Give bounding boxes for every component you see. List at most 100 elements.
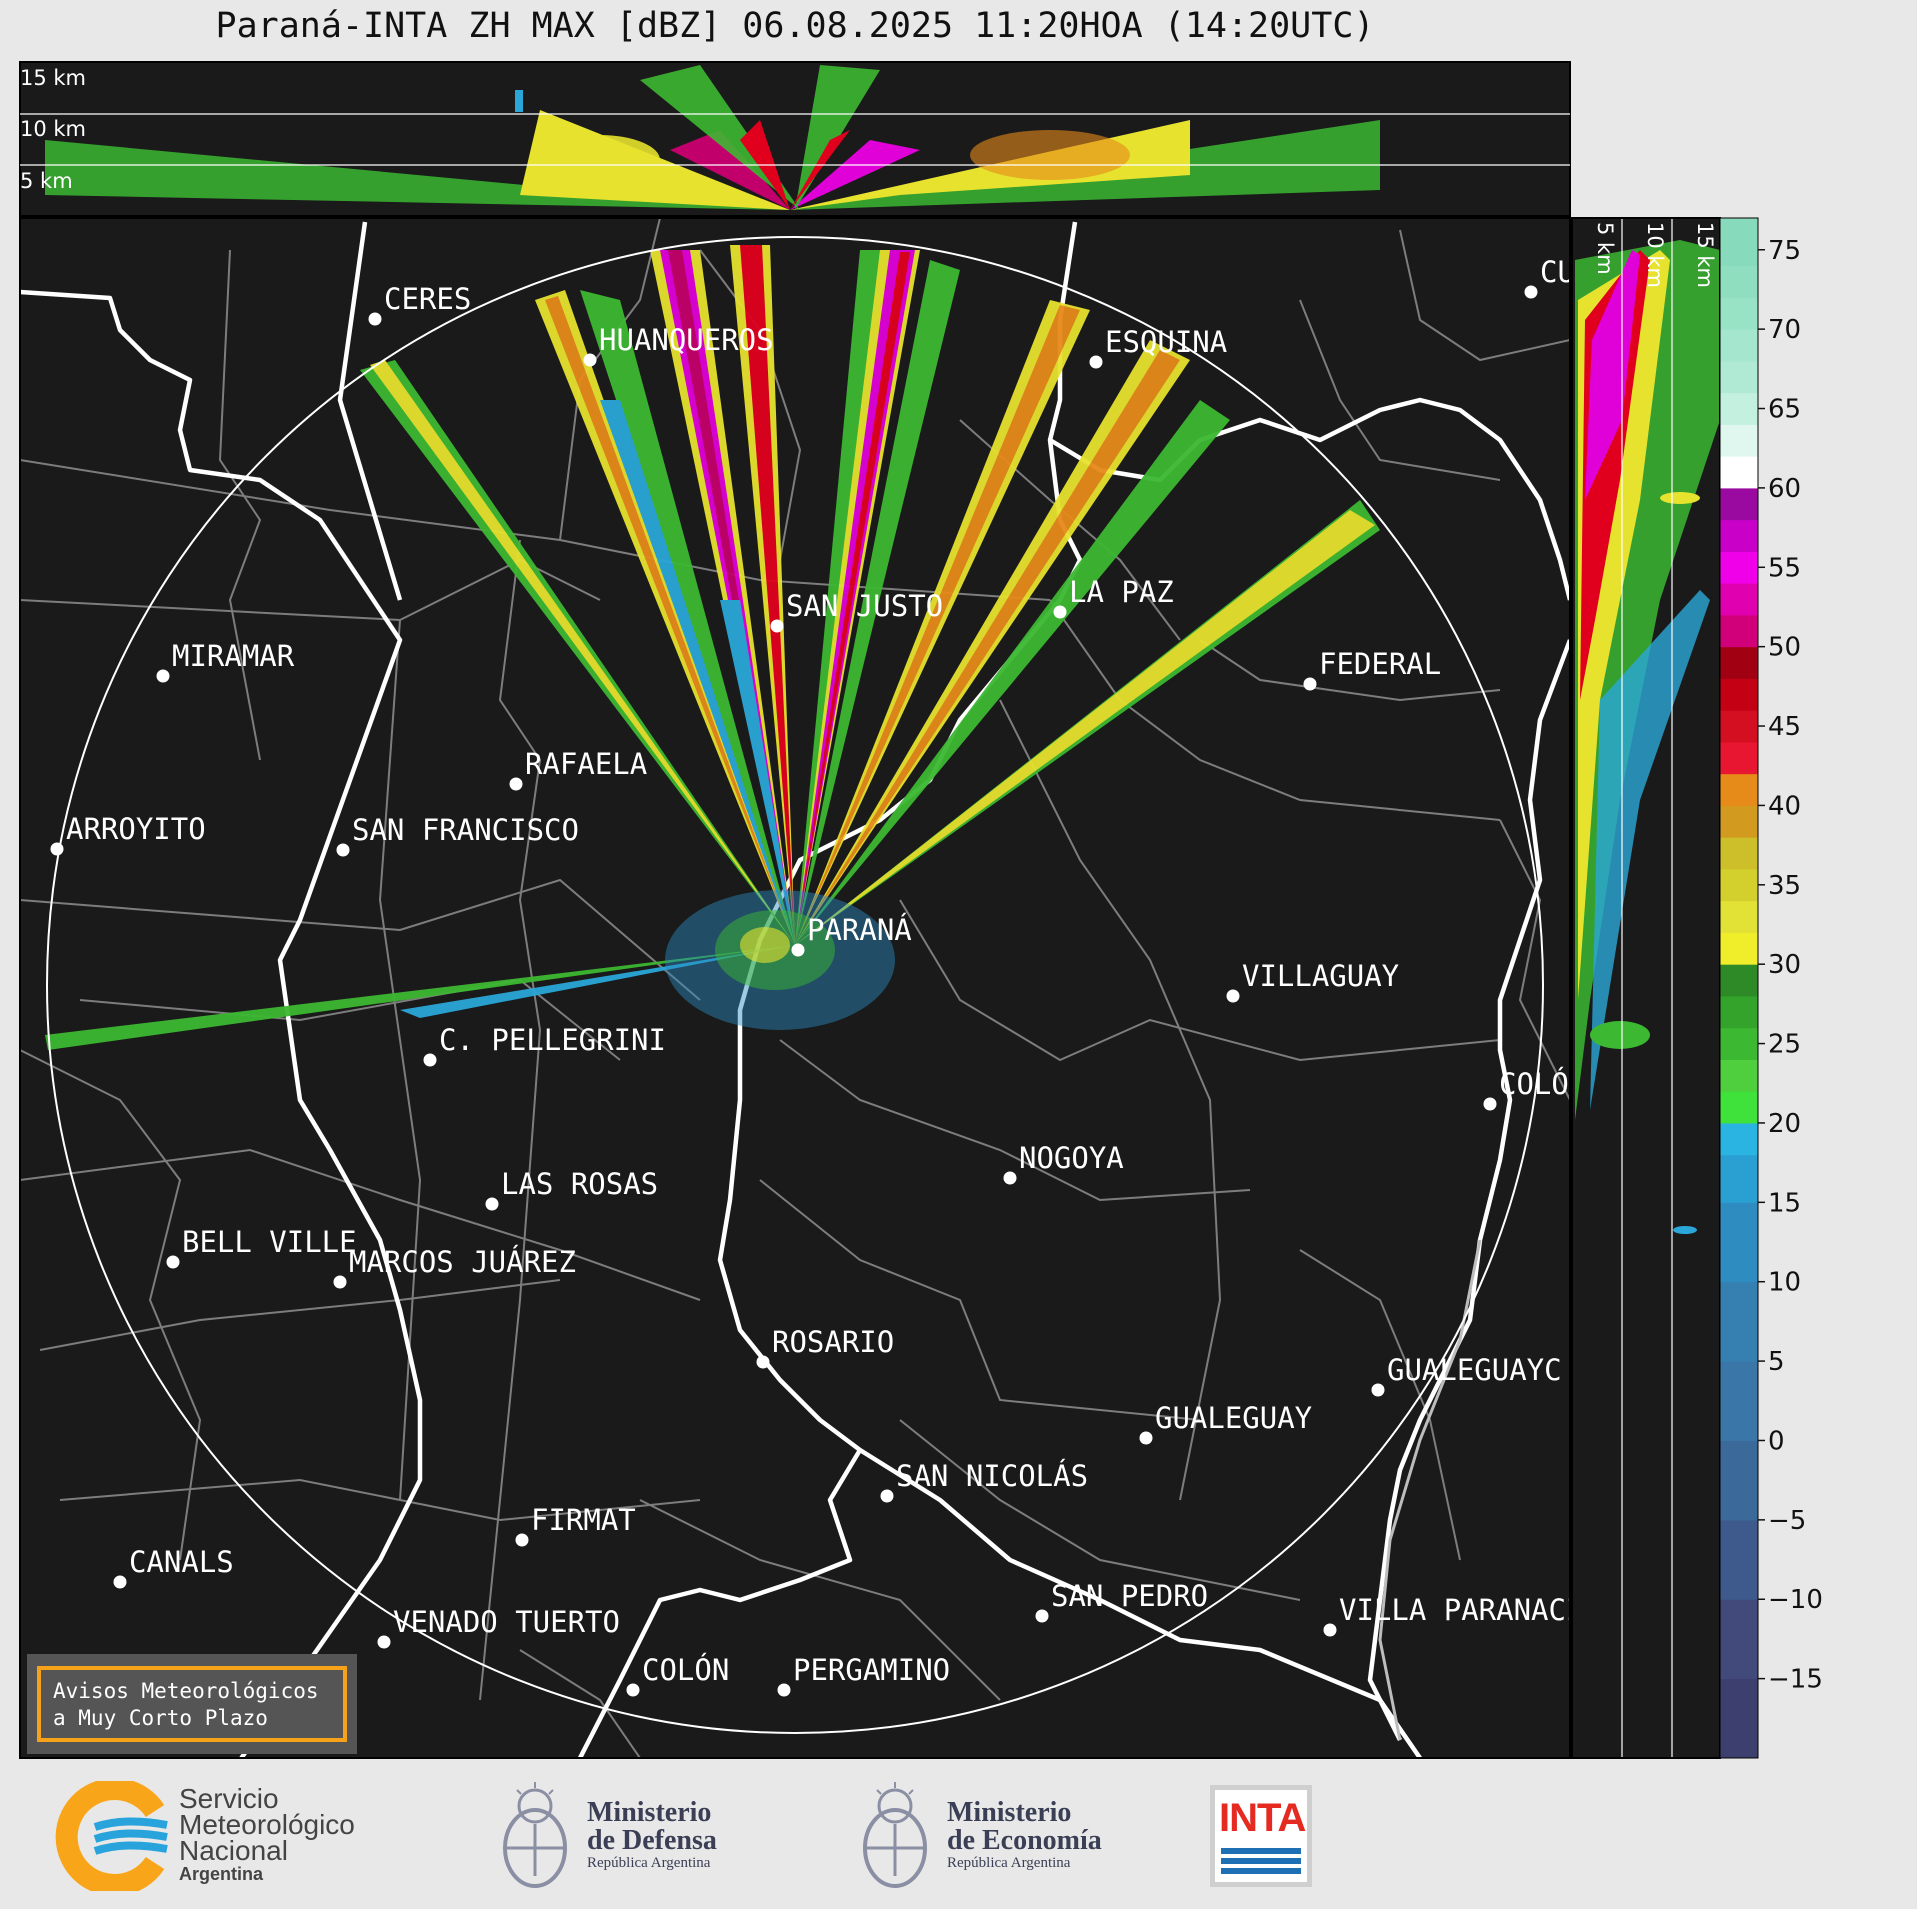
colorbar-segment xyxy=(1720,1059,1758,1092)
colorbar-segment xyxy=(1720,519,1758,552)
notice-line-1: Avisos Meteorológicos xyxy=(53,1679,319,1703)
colorbar-segment xyxy=(1720,329,1758,362)
city-marker xyxy=(368,312,382,326)
colorbar-tick-label: 30 xyxy=(1768,950,1801,980)
city-label: ARROYITO xyxy=(66,812,206,846)
colorbar-tick-label: 50 xyxy=(1768,633,1801,663)
argentina-coat-of-arms-icon xyxy=(863,1781,927,1888)
city-label: ROSARIO xyxy=(772,1325,894,1359)
city-label: FIRMAT xyxy=(531,1503,636,1537)
colorbar-segment xyxy=(1720,1678,1758,1759)
city-marker xyxy=(1524,285,1538,299)
city-marker xyxy=(791,943,805,957)
top-label-5km: 5 km xyxy=(20,169,73,193)
colorbar-segment xyxy=(1720,1027,1758,1060)
city-marker xyxy=(336,843,350,857)
city-label: SAN FRANCISCO xyxy=(352,813,579,847)
colorbar-tick-label: −10 xyxy=(1768,1585,1823,1615)
smn-line-2: Meteorológico xyxy=(179,1809,355,1840)
colorbar-segment xyxy=(1720,678,1758,711)
colorbar-tick-label: 5 xyxy=(1768,1347,1785,1377)
colorbar-segment xyxy=(1720,297,1758,330)
colorbar-segment xyxy=(1720,392,1758,425)
defensa-line-1: Ministerio xyxy=(587,1797,712,1828)
city-marker xyxy=(880,1489,894,1503)
city-marker xyxy=(756,1355,770,1369)
city-marker xyxy=(515,1533,529,1547)
inta-wordmark: INTA xyxy=(1219,1795,1306,1840)
colorbar-segment xyxy=(1720,932,1758,965)
city-label: ESQUINA xyxy=(1105,325,1227,359)
city-marker xyxy=(50,842,64,856)
city-marker xyxy=(1303,677,1317,691)
smn-logo-icon xyxy=(55,1780,168,1891)
colorbar-tick-label: 70 xyxy=(1768,315,1801,345)
city-marker xyxy=(377,1635,391,1649)
side-panel-echoes xyxy=(1575,240,1720,1234)
defensa-line-2: de Defensa xyxy=(587,1825,717,1856)
colorbar-segment xyxy=(1720,1440,1758,1521)
range-ring xyxy=(46,236,1544,1734)
colorbar-tick-label: 45 xyxy=(1768,712,1801,742)
colorbar-segment xyxy=(1720,424,1758,457)
city-label: MIRAMAR xyxy=(172,639,295,673)
city-marker xyxy=(626,1683,640,1697)
city-marker xyxy=(583,353,597,367)
colorbar-tick-label: 55 xyxy=(1768,553,1801,583)
city-label: COLÓ xyxy=(1499,1067,1569,1101)
city-label: SAN JUSTO xyxy=(786,589,943,623)
city-label: GUALEGUAYC xyxy=(1387,1353,1562,1387)
river-outline xyxy=(1378,1239,1482,1741)
colorbar-segment xyxy=(1720,1599,1758,1680)
smn-sub: Argentina xyxy=(179,1864,264,1884)
colorbar-tick-label: 65 xyxy=(1768,395,1801,425)
top-label-10km: 10 km xyxy=(20,117,86,141)
city-marker xyxy=(1089,355,1103,369)
colorbar-segment xyxy=(1720,805,1758,838)
colorbar-segment xyxy=(1720,868,1758,902)
colorbar-segment xyxy=(1720,741,1758,775)
city-marker xyxy=(1371,1383,1385,1397)
city-label: C. PELLEGRINI xyxy=(439,1023,666,1057)
city-label: SAN PEDRO xyxy=(1051,1579,1208,1613)
colorbar-segment xyxy=(1720,1154,1758,1203)
city-label: PARANÁ xyxy=(807,913,912,947)
economia-sub: República Argentina xyxy=(947,1855,1071,1871)
inta-logo: INTA xyxy=(1210,1762,1312,1909)
colorbar-tick-label: 60 xyxy=(1768,474,1801,504)
colorbar-segment xyxy=(1720,551,1758,584)
city-label: CANALS xyxy=(129,1545,234,1579)
logo-footer: Servicio Meteorológico Nacional Argentin… xyxy=(0,1762,1917,1909)
city-label: HUANQUEROS xyxy=(599,323,774,357)
colorbar-segment xyxy=(1720,1361,1758,1441)
city-label: GUALEGUAY xyxy=(1155,1401,1312,1435)
radar-echo-layer xyxy=(45,245,1380,1050)
argentina-coat-of-arms-icon xyxy=(503,1781,567,1888)
city-marker xyxy=(1003,1171,1017,1185)
city-label: VILLA PARANACIT xyxy=(1339,1593,1601,1627)
city-marker xyxy=(1323,1623,1337,1637)
colorbar-segment xyxy=(1720,583,1758,616)
colorbar-segment xyxy=(1720,1091,1758,1124)
city-label: SAN NICOLÁS xyxy=(896,1459,1088,1493)
city-marker xyxy=(509,777,523,791)
colorbar-segment xyxy=(1720,456,1758,489)
colorbar-segment xyxy=(1720,1519,1758,1600)
city-marker xyxy=(166,1255,180,1269)
colorbar-segment xyxy=(1720,710,1758,743)
colorbar-segment xyxy=(1720,1202,1758,1283)
smn-line-1: Servicio xyxy=(179,1783,279,1814)
smn-line-3: Nacional xyxy=(179,1835,288,1866)
city-marker xyxy=(770,619,784,633)
city-marker xyxy=(1483,1097,1497,1111)
notice-box: Avisos Meteorológicos a Muy Corto Plazo xyxy=(27,1654,357,1754)
colorbar-outline xyxy=(1719,217,1759,1759)
city-label: COLÓN xyxy=(642,1653,729,1687)
colorbar-tick-label: 75 xyxy=(1768,236,1801,266)
colorbar-segment xyxy=(1720,773,1758,806)
colorbar-tick-label: 25 xyxy=(1768,1030,1801,1060)
city-label: LA PAZ xyxy=(1069,575,1174,609)
colorbar-segment xyxy=(1720,900,1758,933)
city-label: CU xyxy=(1540,255,1575,289)
top-label-15km: 15 km xyxy=(20,66,86,90)
